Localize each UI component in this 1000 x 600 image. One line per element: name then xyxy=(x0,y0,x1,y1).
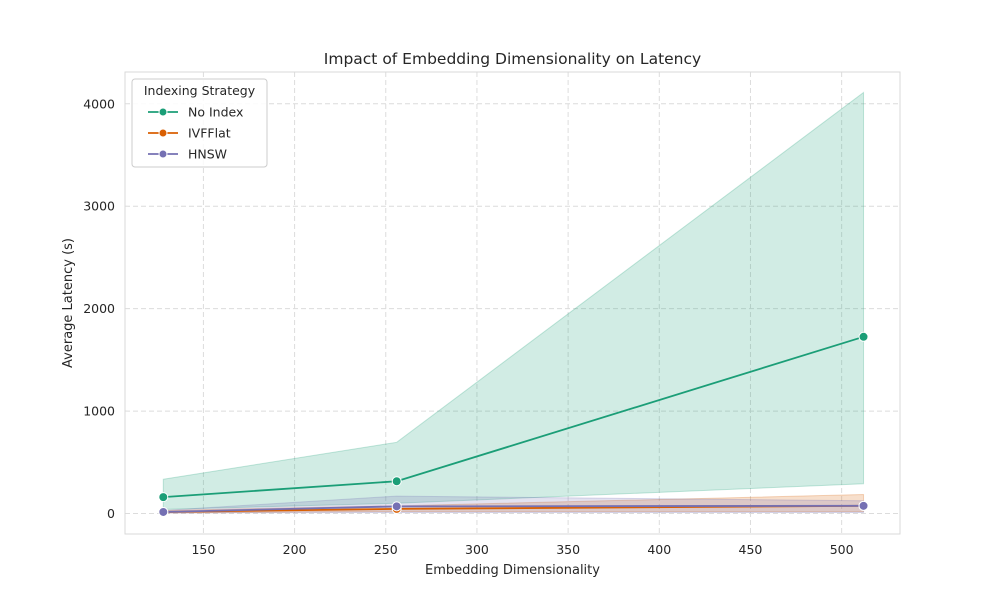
chart-title: Impact of Embedding Dimensionality on La… xyxy=(324,50,701,68)
y-tick-label: 0 xyxy=(107,506,115,521)
y-tick-label: 3000 xyxy=(83,199,115,214)
y-axis-ticks: 0 1000 2000 3000 4000 xyxy=(83,96,115,521)
legend-label-hnsw: HNSW xyxy=(188,147,227,162)
legend-label-no-index: No Index xyxy=(188,105,243,120)
legend-label-ivfflat: IVFFlat xyxy=(188,126,231,141)
point-hnsw xyxy=(158,506,169,517)
y-tick-label: 2000 xyxy=(83,301,115,316)
y-tick-label: 1000 xyxy=(83,404,115,419)
point-hnsw xyxy=(858,500,869,511)
x-tick-label: 450 xyxy=(739,542,763,557)
legend-box xyxy=(131,78,268,168)
point-no-index xyxy=(158,492,169,503)
point-no-index xyxy=(391,476,402,487)
x-tick-label: 300 xyxy=(465,542,489,557)
legend-marker-ivfflat xyxy=(158,128,168,138)
legend-title: Indexing Strategy xyxy=(144,83,256,98)
x-axis-ticks: 150 200 250 300 350 400 450 500 xyxy=(191,542,853,557)
point-no-index xyxy=(858,331,869,342)
x-tick-label: 150 xyxy=(191,542,215,557)
x-tick-label: 400 xyxy=(647,542,671,557)
point-hnsw xyxy=(391,501,402,512)
y-tick-label: 4000 xyxy=(83,96,115,111)
x-tick-label: 200 xyxy=(283,542,307,557)
x-tick-label: 250 xyxy=(374,542,398,557)
legend: Indexing Strategy No Index IVFFlat HNSW xyxy=(131,78,268,168)
series-points xyxy=(158,331,869,517)
legend-marker-hnsw xyxy=(158,149,168,159)
legend-marker-no-index xyxy=(158,107,168,117)
x-tick-label: 500 xyxy=(830,542,854,557)
x-tick-label: 350 xyxy=(556,542,580,557)
plot-frame xyxy=(124,71,901,535)
y-axis-label: Average Latency (s) xyxy=(61,238,76,368)
x-axis-label: Embedding Dimensionality xyxy=(425,563,600,578)
